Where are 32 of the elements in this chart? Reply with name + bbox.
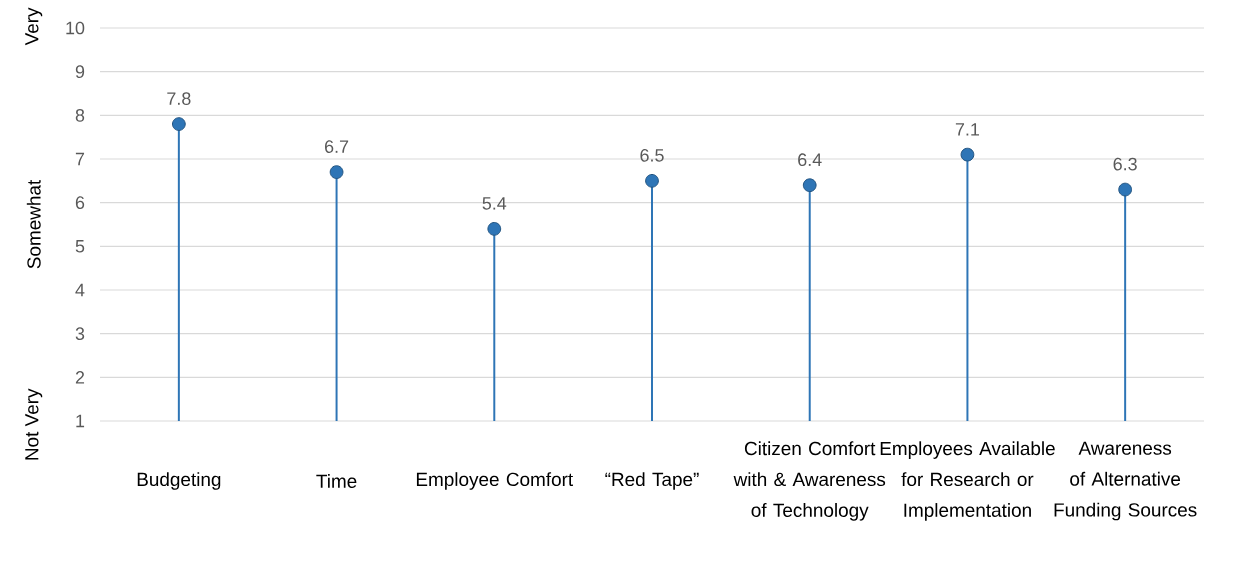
- text: Not Very: [25, 388, 43, 460]
- y-tick-label: 7: [75, 152, 85, 166]
- x-tick-label: Awareness of Alternative Funding Sources: [1054, 441, 1197, 521]
- y-tick-label: 9: [75, 65, 85, 79]
- text: Somewhat: [26, 179, 41, 269]
- data-label: 6.7: [325, 140, 349, 153]
- y-tick-label: 2: [75, 371, 85, 384]
- data-label: 6.4: [798, 153, 822, 167]
- x-tick-label: Employee Comfort: [416, 472, 574, 490]
- x-tick-label: “Red Tape”: [605, 472, 699, 490]
- y-tick-label: 6: [75, 196, 85, 210]
- y-tick-label: 3: [75, 327, 85, 341]
- point: [487, 221, 502, 236]
- point: [645, 173, 659, 188]
- y-tick-label: 10: [66, 21, 85, 35]
- data-label: 6.5: [640, 148, 664, 162]
- y-tick-label: 5: [75, 240, 85, 253]
- y-tick-label: 4: [75, 283, 85, 297]
- data-label: 5.4: [482, 197, 507, 210]
- data-label: 7.8: [167, 92, 191, 105]
- point: [802, 178, 817, 193]
- data-label: 7.1: [955, 123, 980, 136]
- y-tick-label: 8: [75, 108, 85, 122]
- y-tick-label: 1: [76, 414, 85, 428]
- point: [171, 117, 186, 131]
- x-tick-label: Budgeting: [137, 472, 221, 490]
- data-label: 6.3: [1113, 157, 1137, 171]
- point: [960, 147, 975, 162]
- x-tick-label: Time: [316, 474, 357, 488]
- text: Very: [25, 7, 43, 46]
- point: [1118, 182, 1133, 197]
- point: [329, 165, 344, 179]
